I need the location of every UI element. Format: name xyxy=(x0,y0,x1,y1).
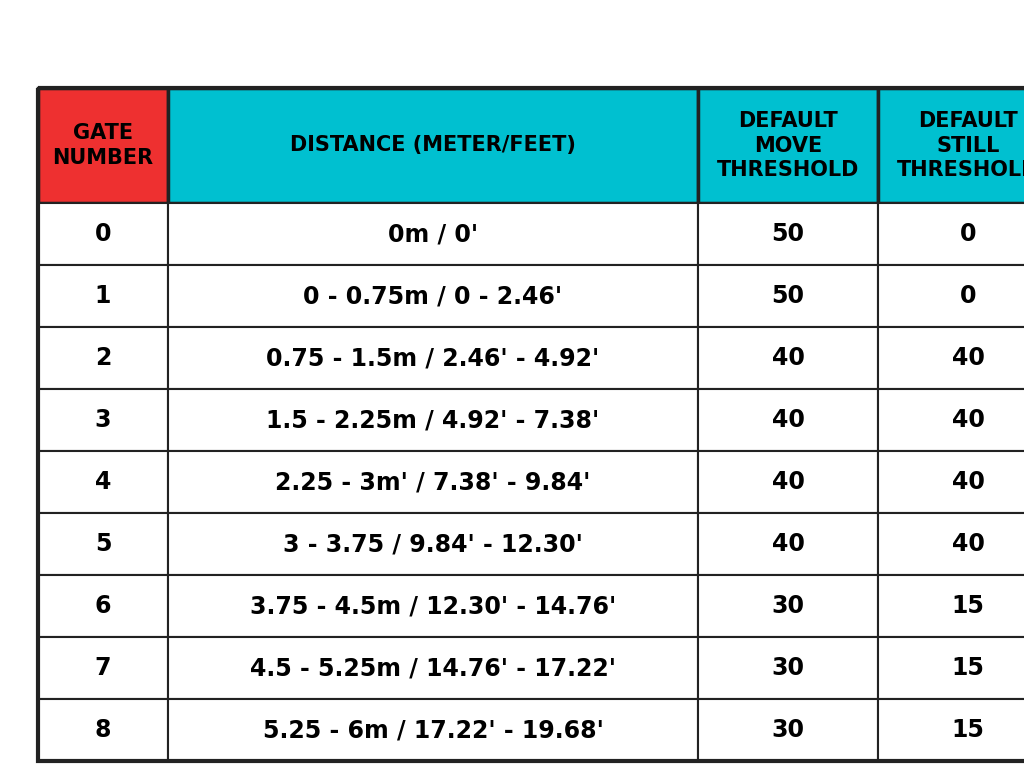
Bar xyxy=(168,203,698,265)
Bar xyxy=(38,203,168,265)
Text: 5: 5 xyxy=(95,532,112,556)
Bar xyxy=(168,327,698,389)
Text: 50: 50 xyxy=(771,222,805,246)
Bar xyxy=(698,637,878,699)
Bar xyxy=(38,513,168,575)
Bar xyxy=(698,389,878,451)
Bar xyxy=(878,203,1024,265)
Bar xyxy=(878,327,1024,389)
Text: 0: 0 xyxy=(959,284,976,308)
Text: 15: 15 xyxy=(951,718,984,742)
Bar xyxy=(38,88,168,203)
Text: 40: 40 xyxy=(951,346,984,370)
Bar xyxy=(878,699,1024,761)
Text: DEFAULT
STILL
THRESHOLD: DEFAULT STILL THRESHOLD xyxy=(897,111,1024,180)
Text: 5.25 - 6m / 17.22' - 19.68': 5.25 - 6m / 17.22' - 19.68' xyxy=(262,718,603,742)
Bar xyxy=(168,389,698,451)
Bar xyxy=(698,575,878,637)
Bar xyxy=(38,451,168,513)
Bar xyxy=(38,88,1024,761)
Text: 6: 6 xyxy=(95,594,112,618)
Text: 30: 30 xyxy=(771,718,805,742)
Bar xyxy=(698,265,878,327)
Text: DEFAULT
MOVE
THRESHOLD: DEFAULT MOVE THRESHOLD xyxy=(717,111,859,180)
Text: 0: 0 xyxy=(95,222,112,246)
Text: 1.5 - 2.25m / 4.92' - 7.38': 1.5 - 2.25m / 4.92' - 7.38' xyxy=(266,408,600,432)
Text: 15: 15 xyxy=(951,656,984,680)
Bar xyxy=(168,513,698,575)
Text: 40: 40 xyxy=(771,408,805,432)
Bar xyxy=(38,327,168,389)
Bar xyxy=(878,575,1024,637)
Text: 7: 7 xyxy=(95,656,112,680)
Bar xyxy=(38,637,168,699)
Text: 40: 40 xyxy=(951,408,984,432)
Text: 40: 40 xyxy=(771,346,805,370)
Text: GATE
NUMBER: GATE NUMBER xyxy=(52,123,154,168)
Bar xyxy=(168,451,698,513)
Text: 3: 3 xyxy=(95,408,112,432)
Bar xyxy=(38,699,168,761)
Bar xyxy=(698,513,878,575)
Bar xyxy=(38,389,168,451)
Text: 0m / 0': 0m / 0' xyxy=(388,222,478,246)
Bar xyxy=(878,637,1024,699)
Text: 4.5 - 5.25m / 14.76' - 17.22': 4.5 - 5.25m / 14.76' - 17.22' xyxy=(250,656,616,680)
Bar xyxy=(698,451,878,513)
Text: 40: 40 xyxy=(951,470,984,494)
Bar xyxy=(698,327,878,389)
Text: 2.25 - 3m' / 7.38' - 9.84': 2.25 - 3m' / 7.38' - 9.84' xyxy=(275,470,591,494)
Text: 30: 30 xyxy=(771,656,805,680)
Text: 1: 1 xyxy=(95,284,112,308)
Text: 4: 4 xyxy=(95,470,112,494)
Bar xyxy=(878,389,1024,451)
Bar xyxy=(698,699,878,761)
Bar xyxy=(168,575,698,637)
Text: 3.75 - 4.5m / 12.30' - 14.76': 3.75 - 4.5m / 12.30' - 14.76' xyxy=(250,594,616,618)
Text: DISTANCE (METER/FEET): DISTANCE (METER/FEET) xyxy=(290,135,575,155)
Text: 0: 0 xyxy=(959,222,976,246)
Bar xyxy=(38,575,168,637)
Bar xyxy=(698,203,878,265)
Bar xyxy=(878,513,1024,575)
Text: 3 - 3.75 / 9.84' - 12.30': 3 - 3.75 / 9.84' - 12.30' xyxy=(283,532,583,556)
Bar xyxy=(878,88,1024,203)
Text: 50: 50 xyxy=(771,284,805,308)
Text: 0.75 - 1.5m / 2.46' - 4.92': 0.75 - 1.5m / 2.46' - 4.92' xyxy=(266,346,600,370)
Bar xyxy=(878,451,1024,513)
Bar xyxy=(168,265,698,327)
Text: 40: 40 xyxy=(771,470,805,494)
Text: 0 - 0.75m / 0 - 2.46': 0 - 0.75m / 0 - 2.46' xyxy=(303,284,562,308)
Bar xyxy=(878,265,1024,327)
Text: 40: 40 xyxy=(771,532,805,556)
Bar xyxy=(168,699,698,761)
Bar xyxy=(698,88,878,203)
Text: 30: 30 xyxy=(771,594,805,618)
Text: 40: 40 xyxy=(951,532,984,556)
Bar xyxy=(168,88,698,203)
Bar xyxy=(168,637,698,699)
Text: 15: 15 xyxy=(951,594,984,618)
Text: 2: 2 xyxy=(95,346,112,370)
Bar xyxy=(38,265,168,327)
Text: 8: 8 xyxy=(95,718,112,742)
